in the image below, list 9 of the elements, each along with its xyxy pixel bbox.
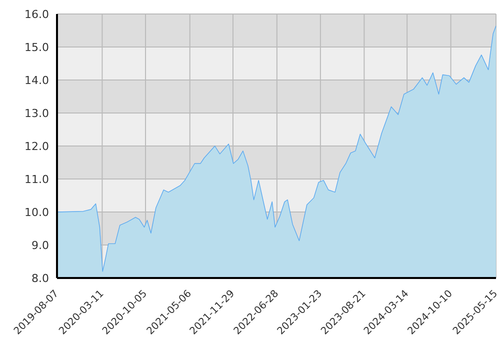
y-tick-label: 11.0 (24, 172, 49, 186)
y-tick-label: 16.0 (24, 8, 49, 21)
y-tick-label: 14.0 (24, 74, 49, 87)
y-tick-label: 13.0 (24, 106, 49, 120)
y-tick-label: 10.0 (24, 206, 49, 219)
y-tick-label: 12.0 (24, 140, 49, 153)
y-tick-label: 9.0 (32, 238, 49, 252)
y-tick-label: 15.0 (24, 40, 49, 54)
y-tick-label: 8.0 (32, 272, 49, 285)
